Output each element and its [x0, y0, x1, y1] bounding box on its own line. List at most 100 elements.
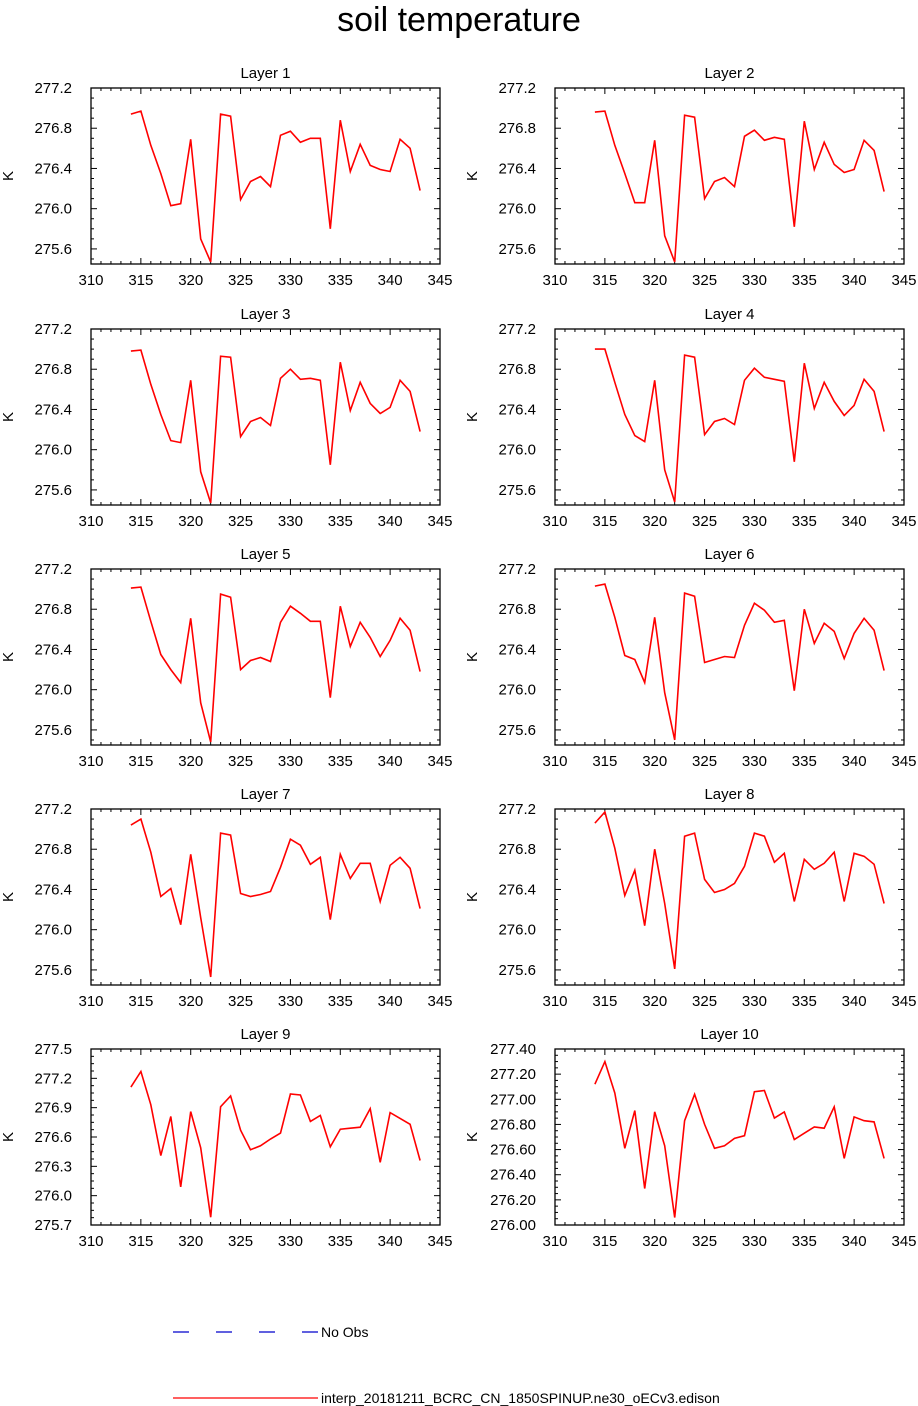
y-tick-label: 275.6: [498, 722, 536, 739]
y-tick-label: 276.0: [498, 922, 536, 939]
x-tick-label: 325: [228, 993, 253, 1010]
x-tick-label: 345: [891, 1233, 916, 1250]
series-line: [130, 586, 421, 743]
y-tick-label: 277.2: [498, 321, 536, 338]
series-line: [594, 583, 885, 741]
x-tick-label: 325: [692, 513, 717, 530]
x-tick-label: 310: [542, 753, 567, 770]
y-tick-label: 277.5: [34, 1041, 72, 1058]
x-tick-label: 340: [842, 272, 867, 289]
x-tick-label: 320: [642, 272, 667, 289]
y-tick-label: 276.8: [34, 361, 72, 378]
panel-8: Layer 8 K 310 315 320 325 330 335 340 345 277.2 276…: [464, 786, 917, 1010]
x-tick-label: 315: [128, 993, 153, 1010]
x-tick-label: 315: [592, 513, 617, 530]
x-tick-label: 335: [792, 513, 817, 530]
y-tick-label: 277.2: [34, 1070, 72, 1087]
x-tick-label: 340: [378, 993, 403, 1010]
y-axis-label: K: [0, 412, 17, 422]
x-tick-label: 315: [592, 993, 617, 1010]
x-tick-label: 320: [642, 753, 667, 770]
x-tick-label: 340: [378, 272, 403, 289]
y-tick-label: 276.4: [498, 641, 536, 658]
y-axis-label: K: [464, 892, 481, 902]
series-line: [130, 349, 421, 504]
series-line: [594, 810, 885, 970]
plot-frame: [554, 568, 905, 746]
panel-title: Layer 9: [240, 1026, 290, 1043]
x-tick-label: 325: [692, 1233, 717, 1250]
x-tick-label: 345: [427, 1233, 452, 1250]
x-tick-label: 310: [78, 1233, 103, 1250]
y-tick-label: 276.0: [34, 1188, 72, 1205]
x-tick-label: 335: [328, 753, 353, 770]
x-tick-label: 335: [792, 993, 817, 1010]
y-tick-label: 276.8: [498, 120, 536, 137]
x-tick-label: 325: [692, 993, 717, 1010]
panel-3: Layer 3 K 310 315 320 325 330 335 340 345 277.2 276…: [0, 306, 453, 530]
plot-frame: [554, 87, 905, 265]
x-tick-label: 315: [592, 753, 617, 770]
y-tick-label: 276.0: [34, 201, 72, 218]
x-tick-label: 345: [891, 993, 916, 1010]
y-tick-label: 276.0: [498, 682, 536, 699]
y-tick-label: 277.2: [498, 80, 536, 97]
y-tick-label: 275.6: [34, 482, 72, 499]
x-tick-label: 320: [178, 513, 203, 530]
x-tick-label: 345: [427, 513, 452, 530]
y-tick-label: 276.8: [34, 120, 72, 137]
y-tick-label: 277.2: [34, 80, 72, 97]
y-tick-label: 276.8: [498, 361, 536, 378]
x-tick-label: 310: [542, 993, 567, 1010]
panel-title: Layer 10: [700, 1026, 758, 1043]
plot-frame: [90, 568, 441, 746]
y-tick-label: 275.6: [34, 241, 72, 258]
y-tick-label: 276.8: [498, 841, 536, 858]
y-tick-label: 276.0: [498, 201, 536, 218]
y-tick-label: 277.2: [498, 561, 536, 578]
y-tick-label: 277.20: [490, 1066, 536, 1083]
x-tick-label: 310: [78, 993, 103, 1010]
plot-frame: [554, 328, 905, 506]
x-tick-label: 340: [378, 753, 403, 770]
y-tick-label: 277.2: [34, 321, 72, 338]
panel-title: Layer 3: [240, 306, 290, 323]
y-tick-label: 276.4: [34, 641, 72, 658]
y-tick-label: 276.3: [34, 1158, 72, 1175]
x-tick-label: 330: [278, 272, 303, 289]
x-tick-label: 330: [278, 753, 303, 770]
x-tick-label: 320: [178, 272, 203, 289]
y-tick-label: 276.0: [34, 922, 72, 939]
x-tick-label: 335: [328, 272, 353, 289]
x-tick-label: 345: [427, 753, 452, 770]
y-axis-label: K: [0, 652, 17, 662]
series-line: [130, 110, 421, 263]
x-tick-label: 345: [891, 513, 916, 530]
x-tick-label: 315: [128, 513, 153, 530]
y-tick-label: 276.0: [34, 682, 72, 699]
x-tick-label: 330: [742, 272, 767, 289]
x-tick-label: 335: [792, 753, 817, 770]
y-tick-label: 276.60: [490, 1142, 536, 1159]
y-tick-label: 276.4: [498, 160, 536, 177]
y-tick-label: 276.4: [34, 401, 72, 418]
y-axis-label: K: [464, 652, 481, 662]
panel-10: Layer 10 K 310 315 320 325 330 335 340 345 277.40 2…: [464, 1026, 917, 1250]
y-tick-label: 276.4: [34, 881, 72, 898]
y-axis-label: K: [0, 171, 17, 181]
y-axis-label: K: [0, 892, 17, 902]
y-tick-label: 276.80: [490, 1116, 536, 1133]
panel-5: Layer 5 K 310 315 320 325 330 335 340 345 277.2 276…: [0, 546, 453, 770]
panel-title: Layer 5: [240, 546, 290, 563]
x-tick-label: 325: [692, 753, 717, 770]
x-tick-label: 320: [178, 753, 203, 770]
y-tick-label: 276.0: [498, 442, 536, 459]
legend-model-label: interp_20181211_BCRC_CN_1850SPINUP.ne30_…: [321, 1390, 720, 1406]
y-tick-label: 276.0: [34, 442, 72, 459]
x-tick-label: 330: [742, 753, 767, 770]
y-tick-label: 275.7: [34, 1217, 72, 1234]
panel-1: Layer 1 K 310 315 320 325 330 335 340 345 277.2 276…: [0, 65, 453, 289]
x-tick-label: 310: [78, 272, 103, 289]
